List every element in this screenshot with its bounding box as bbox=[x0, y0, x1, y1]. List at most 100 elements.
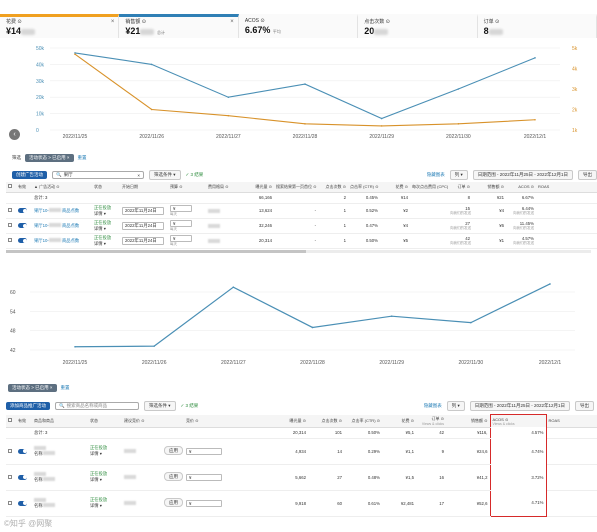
metric-card-clicks[interactable]: 点击次数 ⊙ 20 bbox=[358, 14, 478, 38]
row-checkbox[interactable] bbox=[6, 490, 16, 517]
table-row[interactable]: 名称 正在投放 详情 ▾ 应用 ¥ 5,662 27 0.48% ¥1,5 16 … bbox=[6, 464, 597, 491]
col-header[interactable]: 搜索结果第一页首位 ⊙ bbox=[274, 182, 318, 193]
start-date-field[interactable]: 2022年11月24日 bbox=[122, 206, 164, 215]
start-date-field[interactable]: 2022年11月24日 bbox=[122, 221, 164, 230]
product-search-input[interactable]: 🔍 搜索商品名称或商品 bbox=[55, 402, 139, 410]
campaign-name-link[interactable]: 果厅10- bbox=[34, 237, 49, 243]
details-dropdown[interactable]: 详情 ▾ bbox=[94, 210, 106, 216]
row-checkbox[interactable] bbox=[6, 203, 16, 219]
metric-card-acos[interactable]: ACOS ⊙ 6.67% 平均 bbox=[238, 14, 359, 38]
col-header[interactable]: 点击次数 ⊙ bbox=[318, 182, 348, 193]
col-header[interactable]: 每次点击费用 (CPC) ⊙ bbox=[410, 182, 448, 193]
col-header[interactable]: 建议竞价 ⊙ bbox=[122, 414, 162, 428]
close-icon[interactable]: × bbox=[110, 19, 115, 25]
col-header[interactable]: 竞价 ⊙ bbox=[184, 414, 232, 428]
export-button[interactable]: 导出 bbox=[575, 401, 594, 411]
details-dropdown[interactable]: 详情 ▾ bbox=[90, 503, 102, 508]
active-toggle[interactable] bbox=[16, 233, 32, 249]
apply-bid-button[interactable]: 应用 bbox=[164, 498, 183, 507]
clear-icon[interactable]: × bbox=[137, 172, 140, 178]
select-all-checkbox[interactable] bbox=[6, 414, 16, 428]
col-header[interactable]: 点击率 (CTR) ⊙ bbox=[344, 414, 382, 428]
filter-pill[interactable]: 活动状态 > 已启用 × bbox=[25, 154, 74, 162]
col-header[interactable]: 开始日期 bbox=[120, 182, 168, 193]
export-button[interactable]: 导出 bbox=[578, 170, 597, 180]
col-header[interactable]: 曝光量 ⊙ bbox=[246, 182, 274, 193]
reset-link[interactable]: 重置 bbox=[60, 385, 70, 390]
active-toggle[interactable] bbox=[16, 490, 32, 517]
row-checkbox[interactable] bbox=[6, 438, 16, 465]
hide-chart-link[interactable]: 隐藏图表 bbox=[423, 403, 442, 408]
col-header[interactable]: ROAS bbox=[546, 414, 597, 428]
active-toggle[interactable] bbox=[16, 438, 32, 465]
col-header[interactable]: 点击率 (CTR) ⊙ bbox=[348, 182, 380, 193]
row-checkbox[interactable] bbox=[6, 218, 16, 234]
chart-scroll-left-button[interactable]: ‹ bbox=[9, 129, 20, 140]
filter-conditions-button[interactable]: 筛选条件 ▾ bbox=[144, 401, 176, 411]
details-dropdown[interactable]: 详情 ▾ bbox=[94, 225, 106, 231]
col-header[interactable]: 预算 ⊙ bbox=[168, 182, 206, 193]
col-header[interactable]: 曝光量 ⊙ bbox=[264, 414, 308, 428]
horizontal-scrollbar[interactable] bbox=[6, 250, 591, 253]
search-input[interactable]: 🔍 果厅 × bbox=[52, 171, 144, 179]
col-header[interactable]: 有效 bbox=[16, 182, 32, 193]
col-header[interactable]: 费用格局 ⊙ bbox=[206, 182, 246, 193]
col-header[interactable]: 销售额 ⊙ bbox=[472, 182, 506, 193]
apply-bid-button[interactable]: 应用 bbox=[164, 472, 183, 481]
col-header[interactable]: 状态 bbox=[92, 182, 120, 193]
col-header[interactable]: 点击次数 ⊙ bbox=[308, 414, 344, 428]
col-header[interactable]: 花费 ⊙ bbox=[382, 414, 416, 428]
apply-bid-button[interactable]: 应用 bbox=[164, 446, 183, 455]
col-header[interactable]: ACOS ⊙ bbox=[506, 182, 536, 193]
table-row[interactable]: 果厅10- 商品点数 正在投放 详情 ▾ 2022年11月24日 ¥ 每天 20,3… bbox=[6, 233, 597, 249]
close-icon[interactable]: × bbox=[230, 19, 234, 25]
row-checkbox[interactable] bbox=[6, 464, 16, 491]
bid-field[interactable]: ¥ bbox=[186, 473, 222, 481]
columns-button[interactable]: 列 ▾ bbox=[449, 170, 468, 180]
add-product-campaign-button[interactable]: 添加商品推广活动 bbox=[6, 402, 50, 410]
active-toggle[interactable] bbox=[16, 218, 32, 234]
data-point bbox=[311, 326, 314, 329]
series-line-0 bbox=[74, 52, 536, 120]
metric-card-orders[interactable]: 订单 ⊙ 8 bbox=[477, 14, 597, 38]
reset-link[interactable]: 重置 bbox=[77, 155, 87, 160]
col-header[interactable]: 订单 ⊙ bbox=[448, 182, 472, 193]
table-row[interactable]: 果厅10- 商品点数 正在投放 详情 ▾ 2022年11月24日 ¥ 每天 13,6… bbox=[6, 203, 597, 219]
col-header[interactable]: 商品和商品 bbox=[32, 414, 88, 428]
filter-conditions-button[interactable]: 筛选条件 ▾ bbox=[149, 170, 181, 180]
col-header[interactable]: 有效 bbox=[16, 414, 32, 428]
details-dropdown[interactable]: 详情 ▾ bbox=[90, 451, 102, 456]
hide-chart-link[interactable]: 隐藏图表 bbox=[426, 172, 445, 177]
date-range-button[interactable]: 日期范围 - 2022年11月25日 - 2022年12月1日 bbox=[472, 170, 573, 180]
budget-field[interactable]: ¥ bbox=[170, 204, 192, 212]
top-of-search-cell: - bbox=[274, 233, 318, 249]
details-dropdown[interactable]: 详情 ▾ bbox=[94, 240, 106, 246]
metric-card-spend[interactable]: 花费 ⊙ ¥14 × bbox=[0, 14, 120, 38]
budget-field[interactable]: ¥ bbox=[170, 234, 192, 242]
active-toggle[interactable] bbox=[16, 464, 32, 491]
start-date-field[interactable]: 2022年11月24日 bbox=[122, 236, 164, 245]
metric-card-sales[interactable]: 销售额 ⊙ ¥21 总计 × bbox=[119, 14, 239, 38]
active-toggle[interactable] bbox=[16, 203, 32, 219]
date-range-button[interactable]: 日期范围 - 2022年11月25日 - 2022年12月1日 bbox=[469, 401, 570, 411]
col-header[interactable]: 花费 ⊙ bbox=[380, 182, 410, 193]
budget-field[interactable]: ¥ bbox=[170, 219, 192, 227]
col-header[interactable]: 状态 bbox=[88, 414, 122, 428]
bid-field[interactable]: ¥ bbox=[186, 499, 222, 507]
col-header[interactable]: ROAS bbox=[536, 182, 597, 193]
details-dropdown[interactable]: 详情 ▾ bbox=[90, 477, 102, 482]
campaign-name-link[interactable]: 果厅10- bbox=[34, 207, 49, 213]
bid-field[interactable]: ¥ bbox=[186, 447, 222, 455]
campaign-name-link[interactable]: 果厅10- bbox=[34, 222, 49, 228]
table-row[interactable]: 果厅10- 商品点数 正在投放 详情 ▾ 2022年11月24日 ¥ 每天 32,2… bbox=[6, 218, 597, 234]
clicks-cell: 27 bbox=[308, 464, 344, 491]
col-header[interactable]: 销售额 ⊙ bbox=[446, 414, 490, 428]
row-checkbox[interactable] bbox=[6, 233, 16, 249]
table-row[interactable]: 名称 正在投放 详情 ▾ 应用 ¥ 9,918 60 0.61% ¥2,481 1… bbox=[6, 490, 597, 517]
filter-pill[interactable]: 活动状态 > 已启用 × bbox=[8, 384, 57, 392]
create-campaign-button[interactable]: 创建广告活动 bbox=[12, 171, 47, 179]
select-all-checkbox[interactable] bbox=[6, 182, 16, 193]
col-header[interactable]: ▲ 广告活动 ⊙ bbox=[32, 182, 92, 193]
columns-button[interactable]: 列 ▾ bbox=[446, 401, 465, 411]
table-row[interactable]: 名称 正在投放 详情 ▾ 应用 ¥ 4,934 14 0.29% ¥1,1 9 ¥… bbox=[6, 438, 597, 465]
